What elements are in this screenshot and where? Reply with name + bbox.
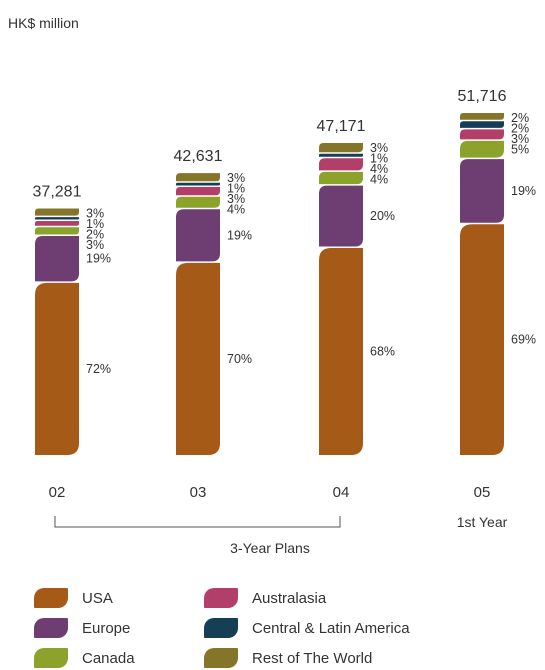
unit-label: HK$ million: [8, 15, 79, 31]
pct-label-04-central-latin-america: 1%: [370, 152, 388, 166]
pct-label-03-canada: 4%: [227, 203, 245, 217]
total-label-02: 37,281: [33, 183, 82, 200]
pct-label-04-canada: 4%: [370, 173, 388, 187]
bar-segment-03-europe: [176, 209, 220, 262]
pct-label-04-usa: 68%: [370, 344, 395, 358]
pct-label-02-rest-of-the-world: 3%: [86, 206, 104, 220]
legend-swatch: [204, 588, 238, 608]
pct-label-04-australasia: 4%: [370, 162, 388, 176]
bar-segment-04-canada: [319, 171, 363, 185]
bar-segment-04-europe: [319, 185, 363, 247]
legend-swatch: [34, 618, 68, 638]
bar-segment-02-canada: [35, 227, 79, 235]
legend-label: Canada: [82, 649, 135, 667]
total-label-05: 51,716: [458, 88, 507, 105]
x-tick-label-03: 03: [190, 484, 207, 501]
bar-segment-02-europe: [35, 235, 79, 282]
pct-label-02-canada: 3%: [86, 238, 104, 252]
pct-label-02-europe: 19%: [86, 252, 111, 266]
plan-bracket: 3-Year Plans: [54, 516, 341, 556]
pct-label-03-europe: 19%: [227, 228, 252, 242]
plan-bracket-label: 3-Year Plans: [230, 540, 310, 556]
pct-label-05-rest-of-the-world: 2%: [511, 111, 529, 125]
bar-segment-02-central-latin-america: [35, 217, 79, 220]
bar-segment-04-rest-of-the-world: [319, 143, 363, 153]
pct-label-04-rest-of-the-world: 3%: [370, 141, 388, 155]
legend-label: Rest of The World: [252, 649, 373, 667]
legend-swatch: [204, 618, 238, 638]
legend-swatch: [34, 648, 68, 668]
pct-label-05-usa: 69%: [511, 333, 536, 347]
bars-group: 3%1%2%3%19%72%37,281023%1%3%4%19%70%42,6…: [33, 88, 537, 501]
pct-label-02-usa: 72%: [86, 362, 111, 376]
pct-label-03-rest-of-the-world: 3%: [227, 171, 245, 185]
pct-label-05-central-latin-america: 2%: [511, 122, 529, 136]
bar-segment-03-canada: [176, 196, 220, 208]
legend-label: Australasia: [252, 589, 327, 607]
legend-item-canada: Canada: [34, 646, 135, 670]
bar-segment-05-rest-of-the-world: [460, 113, 504, 120]
pct-label-04-europe: 20%: [370, 209, 395, 223]
total-label-04: 47,171: [317, 118, 366, 135]
legend-swatch: [34, 588, 68, 608]
legend-label: Central & Latin America: [252, 619, 410, 637]
pct-label-03-usa: 70%: [227, 352, 252, 366]
bar-segment-04-australasia: [319, 158, 363, 171]
bar-segment-05-central-latin-america: [460, 121, 504, 128]
legend: USA Europe Canada Australasia Central & Lati…: [34, 586, 514, 668]
plan-bracket-line: [54, 516, 341, 528]
legend-item-usa: USA: [34, 586, 113, 610]
legend-item-central-latin-america: Central & Latin America: [204, 616, 410, 640]
bar-segment-05-europe: [460, 159, 504, 223]
bar-segment-03-usa: [176, 262, 220, 455]
first-year-note: 1st Year: [457, 514, 508, 530]
pct-label-02-australasia: 2%: [86, 227, 104, 241]
bar-segment-05-australasia: [460, 129, 504, 140]
bar-segment-04-usa: [319, 247, 363, 455]
x-tick-label-02: 02: [49, 484, 66, 501]
pct-label-02-central-latin-america: 1%: [86, 217, 104, 231]
x-tick-label-05: 05: [474, 484, 491, 501]
x-tick-label-04: 04: [333, 484, 350, 501]
bar-segment-02-usa: [35, 282, 79, 455]
bar-segment-04-central-latin-america: [319, 153, 363, 157]
pct-label-05-australasia: 3%: [511, 132, 529, 146]
legend-swatch: [204, 648, 238, 668]
pct-label-03-australasia: 3%: [227, 192, 245, 206]
total-label-03: 42,631: [174, 148, 223, 165]
legend-label: USA: [82, 589, 113, 607]
legend-item-europe: Europe: [34, 616, 130, 640]
bar-segment-05-canada: [460, 140, 504, 158]
bar-segment-03-central-latin-america: [176, 182, 220, 186]
legend-item-rest-of-the-world: Rest of The World: [204, 646, 372, 670]
pct-label-05-europe: 19%: [511, 184, 536, 198]
bar-segment-02-australasia: [35, 221, 79, 226]
bar-segment-03-rest-of-the-world: [176, 173, 220, 182]
bar-segment-05-usa: [460, 224, 504, 455]
bar-segment-03-australasia: [176, 187, 220, 196]
legend-item-australasia: Australasia: [204, 586, 326, 610]
pct-label-03-central-latin-america: 1%: [227, 182, 245, 196]
pct-label-05-canada: 5%: [511, 143, 529, 157]
bar-segment-02-rest-of-the-world: [35, 208, 79, 216]
legend-label: Europe: [82, 619, 131, 637]
